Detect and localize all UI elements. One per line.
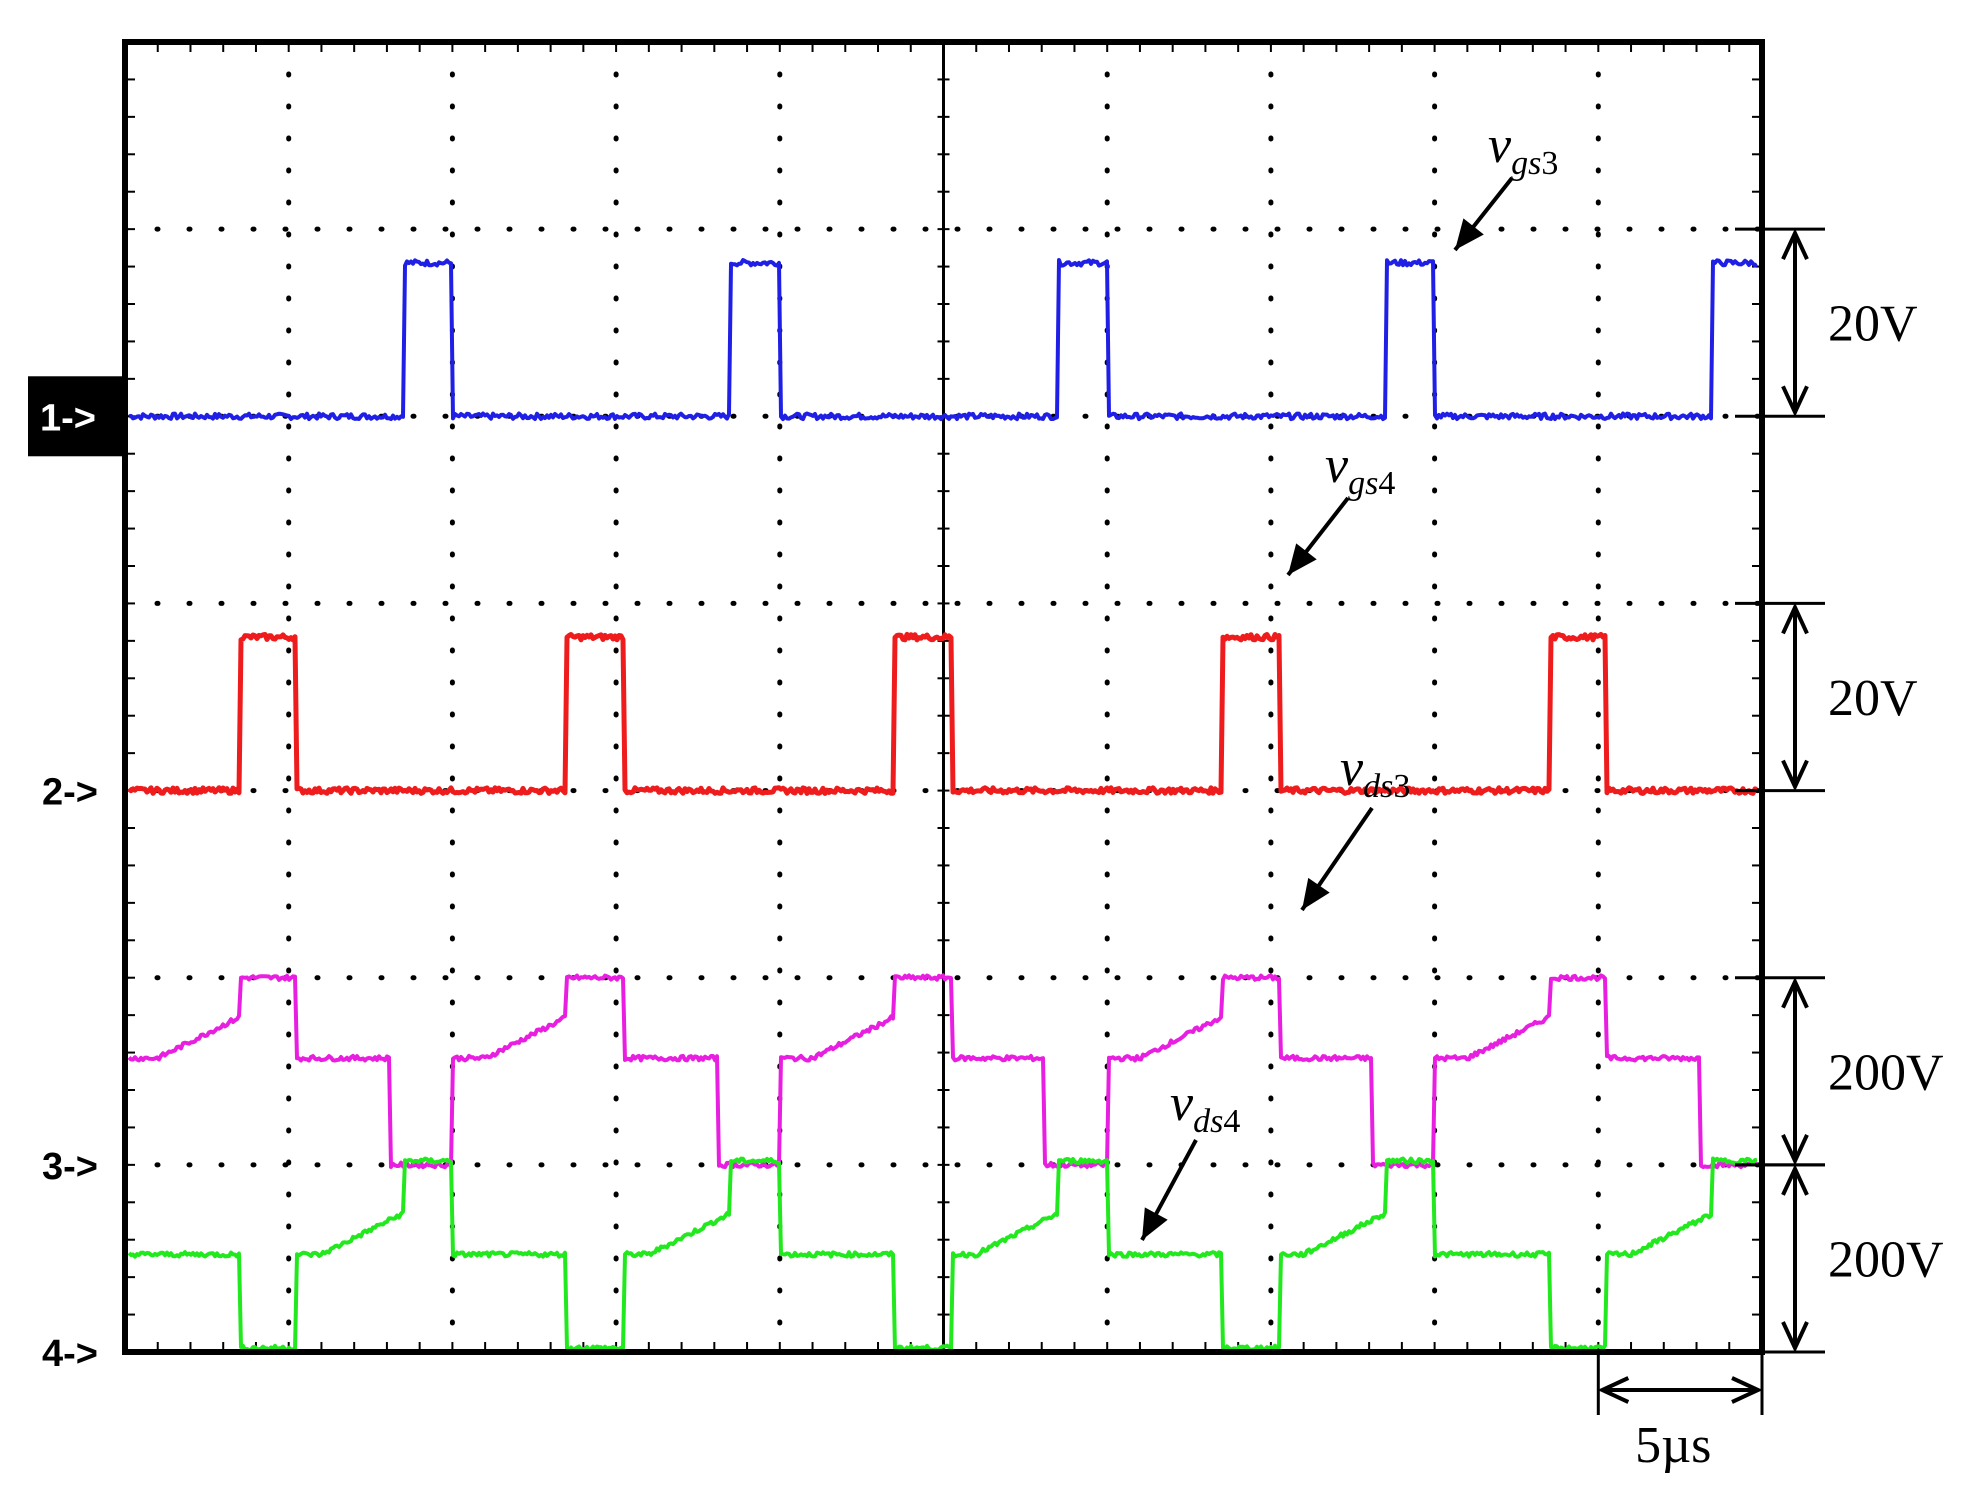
label-vgs4-signal: v xyxy=(1325,437,1349,494)
channel-2-scale-label: 20V xyxy=(1828,670,1918,727)
scale-annotations: 20V 20V 200V 200V 5µs xyxy=(1596,227,1944,1474)
scale-head-top xyxy=(1781,976,1809,1009)
label-vgs3-signal: v xyxy=(1488,117,1512,174)
channel-1-scale-arrow xyxy=(1735,227,1825,418)
time-head-right xyxy=(1731,1376,1763,1404)
channel-3-scale: 200V xyxy=(1735,976,1944,1167)
pointer-head xyxy=(1288,543,1317,575)
label-vds4-text: vds4 xyxy=(1170,1075,1240,1140)
channel-3-scale-label: 200V xyxy=(1828,1044,1944,1101)
label-vds3-subscript: ds xyxy=(1363,768,1393,805)
label-vds3-index: 3 xyxy=(1393,768,1410,805)
label-vds3-arrow xyxy=(1300,806,1374,912)
label-vds3-signal: v xyxy=(1340,740,1364,797)
pointer-head xyxy=(1455,218,1484,250)
scale-head-bottom xyxy=(1781,385,1809,418)
trace-channel-4 xyxy=(127,1156,1758,1353)
time-scale: 5µs xyxy=(1596,1355,1764,1474)
label-vgs3-index: 3 xyxy=(1541,145,1558,182)
scale-head-bottom xyxy=(1781,1321,1809,1353)
channel-3-marker-label: 3-> xyxy=(42,1146,98,1188)
channel-4-scale: 200V xyxy=(1735,1163,1944,1354)
channel-4-scale-arrow xyxy=(1735,1163,1825,1354)
trace-channel-1 xyxy=(128,258,1759,422)
channel-4-scale-label: 200V xyxy=(1828,1231,1944,1288)
label-vgs4-arrow xyxy=(1286,496,1350,577)
label-vgs4-index: 4 xyxy=(1378,465,1395,502)
scale-head-bottom xyxy=(1781,759,1809,792)
label-vds4-subscript: ds xyxy=(1193,1103,1223,1140)
time-head-left xyxy=(1597,1376,1630,1404)
label-vgs4: vgs4 xyxy=(1286,437,1395,577)
trace-channel-3 xyxy=(127,973,1759,1170)
channel-1-scale: 20V xyxy=(1735,227,1918,418)
channel-2-scale-arrow xyxy=(1735,601,1825,793)
label-vds3-text: vds3 xyxy=(1340,740,1410,805)
label-vgs3-text: vgs3 xyxy=(1488,117,1558,182)
label-vds4-arrow xyxy=(1140,1139,1198,1241)
label-vds4: vds4 xyxy=(1140,1075,1240,1241)
label-vgs3-arrow xyxy=(1453,176,1514,252)
scale-head-bottom xyxy=(1781,1134,1809,1166)
channel-3-scale-arrow xyxy=(1735,976,1825,1167)
channel-1-marker: 1-> xyxy=(28,376,128,457)
label-vds3: vds3 xyxy=(1300,740,1410,912)
channel-2-marker-label: 2-> xyxy=(42,772,98,814)
trace-labels: vgs3 vgs4 vds3 vds4 xyxy=(1140,117,1558,1241)
channel-2-scale: 20V xyxy=(1735,601,1918,793)
channel-1-marker-label: 1-> xyxy=(40,397,96,439)
scale-head-top xyxy=(1781,602,1809,635)
time-scale-arrow xyxy=(1596,1355,1764,1415)
label-vds4-signal: v xyxy=(1170,1075,1194,1132)
time-scale-label: 5µs xyxy=(1635,1417,1711,1474)
scale-head-top xyxy=(1781,228,1809,260)
channel-1-marker-bg xyxy=(28,376,128,457)
label-vgs3-subscript: gs xyxy=(1511,145,1541,182)
label-vgs3: vgs3 xyxy=(1453,117,1558,252)
pointer-head xyxy=(1142,1207,1168,1240)
label-vgs4-subscript: gs xyxy=(1348,465,1378,502)
channel-1-scale-label: 20V xyxy=(1828,296,1918,353)
label-vgs4-text: vgs4 xyxy=(1325,437,1395,502)
channel-4-marker-label: 4-> xyxy=(42,1333,98,1375)
label-vds4-index: 4 xyxy=(1223,1103,1240,1140)
trace-channel-2 xyxy=(127,631,1758,796)
scale-head-top xyxy=(1781,1164,1809,1196)
traces xyxy=(127,258,1759,1353)
pointer-head xyxy=(1302,877,1330,910)
channel-markers: 1-> 2-> 3-> 4-> xyxy=(28,376,128,1375)
grid xyxy=(122,39,1765,1355)
plot-frame xyxy=(122,39,1765,1355)
